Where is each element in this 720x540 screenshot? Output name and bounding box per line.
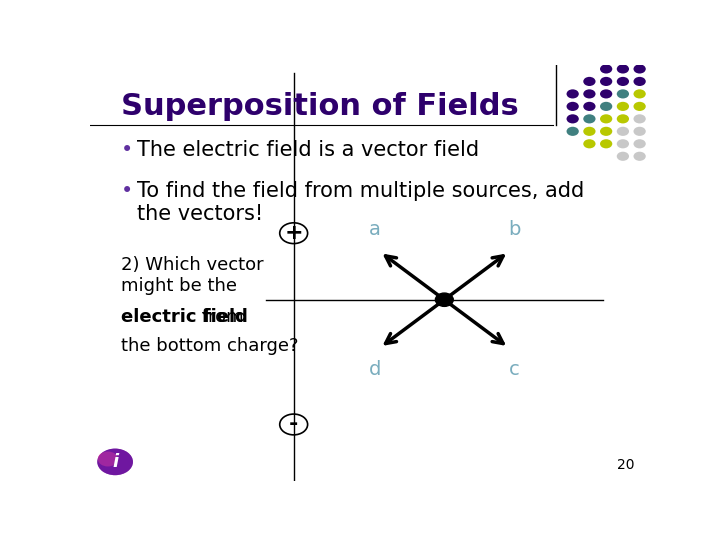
Text: •: • bbox=[121, 140, 133, 160]
Circle shape bbox=[600, 139, 612, 148]
Circle shape bbox=[617, 152, 629, 161]
Circle shape bbox=[600, 102, 612, 111]
Circle shape bbox=[600, 77, 612, 86]
Text: a: a bbox=[369, 220, 380, 239]
Circle shape bbox=[583, 77, 595, 86]
Text: +: + bbox=[284, 223, 303, 243]
Circle shape bbox=[583, 89, 595, 98]
Circle shape bbox=[634, 89, 646, 98]
Circle shape bbox=[634, 77, 646, 86]
Circle shape bbox=[567, 89, 579, 98]
Circle shape bbox=[583, 114, 595, 124]
Text: Superposition of Fields: Superposition of Fields bbox=[121, 92, 518, 121]
Circle shape bbox=[617, 64, 629, 73]
Text: •: • bbox=[121, 181, 133, 201]
Text: 2) Which vector
might be the: 2) Which vector might be the bbox=[121, 256, 264, 295]
Circle shape bbox=[600, 64, 612, 73]
Circle shape bbox=[567, 127, 579, 136]
Circle shape bbox=[583, 102, 595, 111]
Circle shape bbox=[98, 451, 118, 467]
Text: To find the field from multiple sources, add
the vectors!: To find the field from multiple sources,… bbox=[138, 181, 585, 225]
Text: b: b bbox=[508, 220, 521, 239]
Circle shape bbox=[583, 139, 595, 148]
Text: electric field: electric field bbox=[121, 308, 248, 326]
Text: The electric field is a vector field: The electric field is a vector field bbox=[138, 140, 480, 160]
Circle shape bbox=[617, 127, 629, 136]
Circle shape bbox=[634, 102, 646, 111]
Text: the bottom charge?: the bottom charge? bbox=[121, 337, 298, 355]
Circle shape bbox=[634, 139, 646, 148]
Circle shape bbox=[567, 114, 579, 124]
Circle shape bbox=[634, 64, 646, 73]
Text: from: from bbox=[196, 308, 243, 326]
Circle shape bbox=[617, 139, 629, 148]
Circle shape bbox=[634, 152, 646, 161]
Circle shape bbox=[583, 127, 595, 136]
Circle shape bbox=[97, 449, 133, 475]
Circle shape bbox=[567, 102, 579, 111]
Text: d: d bbox=[369, 360, 381, 379]
Text: c: c bbox=[509, 360, 519, 379]
Text: 20: 20 bbox=[616, 458, 634, 472]
Circle shape bbox=[617, 114, 629, 124]
Circle shape bbox=[617, 77, 629, 86]
Text: i: i bbox=[112, 453, 118, 471]
Circle shape bbox=[600, 114, 612, 124]
Circle shape bbox=[634, 114, 646, 124]
Circle shape bbox=[617, 102, 629, 111]
Circle shape bbox=[600, 89, 612, 98]
Circle shape bbox=[97, 449, 133, 475]
Text: -: - bbox=[289, 415, 298, 435]
Circle shape bbox=[600, 127, 612, 136]
Circle shape bbox=[436, 293, 454, 306]
Circle shape bbox=[617, 89, 629, 98]
Circle shape bbox=[634, 127, 646, 136]
